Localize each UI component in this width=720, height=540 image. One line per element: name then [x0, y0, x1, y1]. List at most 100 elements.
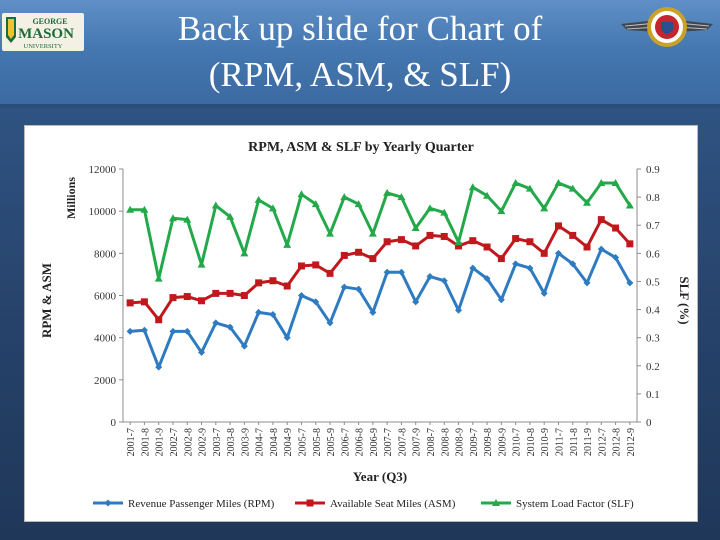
series-3-point — [425, 204, 434, 212]
series-2-point — [312, 261, 320, 269]
series-3-point — [254, 195, 263, 203]
x-tick-label: 2004-8 — [269, 428, 280, 456]
y-left-tick-label: 8000 — [94, 248, 117, 260]
series-2-point — [440, 232, 448, 240]
logo-text-george: GEORGE — [32, 17, 67, 26]
y-left-tick-label: 6000 — [94, 291, 117, 303]
series-2-point — [140, 298, 148, 306]
series-1-point — [297, 292, 305, 299]
series-3-point — [268, 204, 277, 212]
x-axis-label: Year (Q3) — [353, 469, 407, 484]
series-2-point — [369, 255, 377, 263]
x-tick-label: 2011-8 — [569, 428, 580, 456]
x-tick-label: 2001-9 — [155, 428, 166, 456]
y-right-tick-label: 0.5 — [646, 276, 660, 288]
series-2-point — [526, 238, 534, 246]
y-axis-right-label: SLF (%) — [677, 276, 692, 324]
series-line-2 — [130, 218, 631, 322]
series-2-point — [612, 224, 620, 232]
x-tick-label: 2007-7 — [383, 428, 394, 456]
legend-label-1: Revenue Passenger Miles (RPM) — [128, 498, 275, 510]
y-axis-left-unit-label: Millions — [64, 177, 78, 219]
series-3-point — [140, 205, 149, 213]
series-2-point — [597, 216, 605, 224]
series-1-point — [583, 279, 591, 287]
series-3-point — [411, 224, 420, 232]
y-right-tick-label: 0.1 — [646, 389, 660, 401]
legend-label-2: Available Seat Miles (ASM) — [330, 498, 456, 510]
x-tick-label: 2007-8 — [397, 428, 408, 456]
x-tick-label: 2004-9 — [283, 428, 294, 456]
y-left-tick-label: 2000 — [94, 375, 117, 387]
x-tick-label: 2012-9 — [626, 428, 637, 456]
series-1-point — [469, 264, 477, 272]
series-1-point — [612, 254, 620, 262]
x-tick-label: 2008-7 — [426, 428, 437, 456]
x-tick-label: 2003-9 — [240, 428, 251, 456]
header-divider — [0, 104, 720, 108]
series-2-point — [326, 269, 334, 277]
x-tick-label: 2009-8 — [483, 428, 494, 456]
x-tick-label: 2011-7 — [554, 428, 565, 456]
x-tick-label: 2009-9 — [497, 428, 508, 456]
series-2-point — [412, 242, 420, 250]
y-right-tick-label: 0.9 — [646, 164, 660, 176]
series-2-point — [355, 248, 363, 256]
series-2-point — [583, 243, 591, 251]
y-right-tick-label: 0.8 — [646, 192, 660, 204]
series-3-point — [368, 229, 377, 237]
series-3-point — [583, 198, 592, 206]
y-left-tick-label: 4000 — [94, 333, 117, 345]
series-1-point — [426, 273, 434, 281]
x-tick-label: 2007-9 — [412, 428, 423, 456]
series-2-point — [240, 292, 248, 299]
series-1-point — [526, 264, 534, 272]
series-1-point — [126, 327, 134, 335]
y-right-tick-label: 0.7 — [646, 220, 660, 232]
y-right-tick-label: 0.4 — [646, 305, 660, 317]
series-line-1 — [130, 247, 632, 369]
series-3-point — [240, 249, 249, 257]
legend-swatch-marker-3 — [492, 499, 500, 506]
series-3-point — [540, 204, 549, 212]
series-2-point — [383, 238, 391, 246]
series-2-point — [397, 236, 405, 244]
x-tick-label: 2008-9 — [455, 428, 466, 456]
series-3-point — [168, 214, 177, 222]
series-2-point — [169, 294, 177, 302]
series-2-point — [469, 237, 477, 245]
y-left-tick-label: 12000 — [89, 164, 117, 176]
slide-header — [0, 0, 720, 108]
x-tick-label: 2005-9 — [326, 428, 337, 456]
aviation-wings-logo — [621, 7, 713, 47]
series-1-point — [397, 268, 405, 276]
series-3-point — [525, 184, 534, 192]
x-tick-label: 2001-7 — [126, 428, 137, 456]
series-3-point — [483, 191, 492, 199]
series-1-point — [226, 323, 234, 331]
slide-title-line1: Back up slide for Chart of — [177, 9, 543, 48]
x-tick-label: 2010-9 — [540, 428, 551, 456]
y-left-tick-label: 10000 — [89, 206, 117, 218]
series-2-point — [198, 297, 206, 305]
series-1-point — [512, 260, 520, 268]
series-1-point — [140, 326, 148, 334]
x-tick-label: 2002-9 — [198, 428, 209, 456]
series-3-point — [383, 188, 392, 196]
series-1-point — [597, 245, 605, 253]
series-2-point — [540, 249, 548, 257]
series-2-point — [212, 289, 220, 297]
series-2-point — [340, 251, 348, 259]
y-right-tick-label: 0.3 — [646, 333, 660, 345]
slide-title: Back up slide for Chart of (RPM, ASM, & … — [120, 6, 600, 98]
x-tick-label: 2011-9 — [583, 428, 594, 456]
series-3-point — [468, 183, 477, 191]
series-1-point — [326, 319, 334, 327]
x-tick-label: 2006-9 — [369, 428, 380, 456]
series-2-point — [255, 279, 263, 287]
series-3-point — [454, 238, 463, 246]
series-1-point — [497, 296, 505, 304]
series-3-point — [326, 229, 335, 237]
x-tick-label: 2003-7 — [212, 428, 223, 456]
y-right-tick-label: 0.2 — [646, 361, 660, 373]
